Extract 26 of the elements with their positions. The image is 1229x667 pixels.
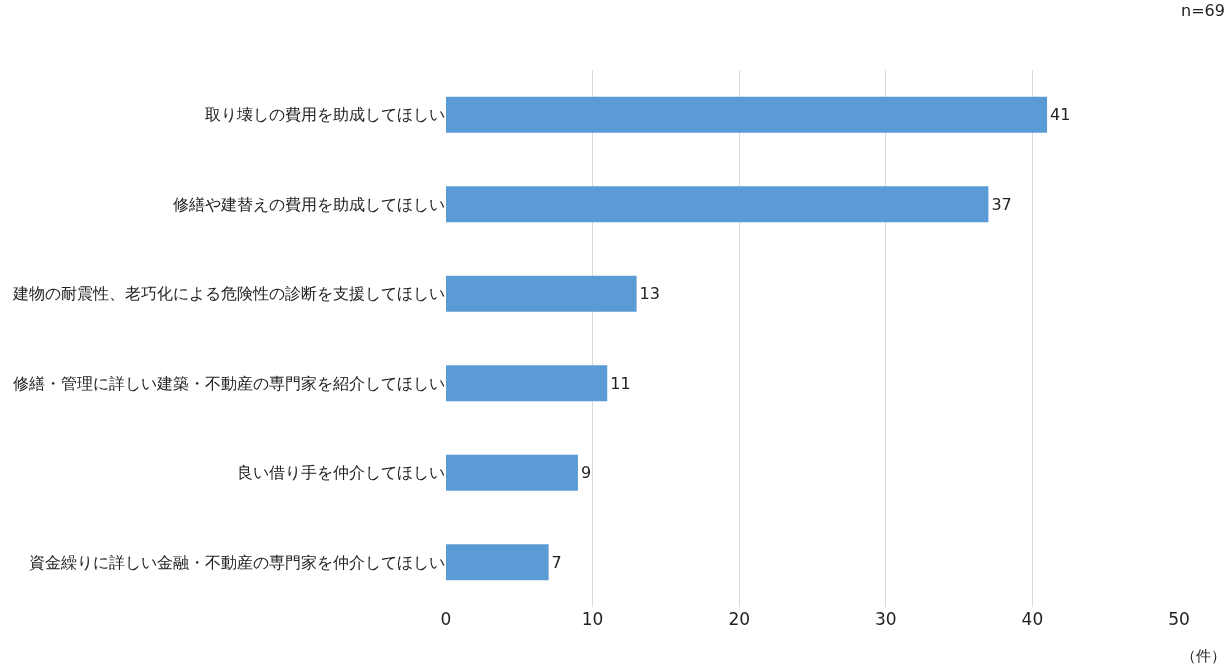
bar — [446, 365, 608, 402]
x-tick-label: 10 — [581, 609, 604, 629]
x-tick-label: 40 — [1021, 609, 1044, 629]
bar — [446, 544, 549, 581]
y-tick-label: 良い借り手を仲介してほしい — [237, 463, 445, 483]
data-label: 13 — [639, 284, 660, 304]
x-tick-label: 20 — [728, 609, 751, 629]
data-label: 41 — [1050, 105, 1071, 125]
y-tick-label: 資金繰りに詳しい金融・不動産の専門家を仲介してほしい — [29, 552, 445, 572]
bar — [446, 186, 989, 223]
y-tick-label: 建物の耐震性、老巧化による危険性の診断を支援してほしい — [12, 284, 445, 304]
x-tick-label: 0 — [440, 609, 452, 629]
x-axis-title: （件） — [1181, 647, 1226, 665]
bar — [446, 96, 1048, 133]
x-tick-label: 30 — [874, 609, 897, 629]
y-tick-label: 修繕・管理に詳しい建築・不動産の専門家を紹介してほしい — [13, 373, 445, 393]
bar — [446, 275, 637, 312]
data-label: 9 — [580, 463, 592, 483]
data-label: 37 — [991, 194, 1012, 214]
y-tick-label: 取り壊しの費用を助成してほしい — [205, 105, 445, 125]
text: n=69 — [1181, 1, 1225, 20]
y-tick-label: 修繕や建替えの費用を助成してほしい — [173, 194, 445, 214]
data-label: 7 — [551, 552, 562, 572]
x-tick-label: 50 — [1168, 609, 1190, 629]
bar — [446, 454, 578, 491]
data-label: 11 — [610, 373, 631, 393]
